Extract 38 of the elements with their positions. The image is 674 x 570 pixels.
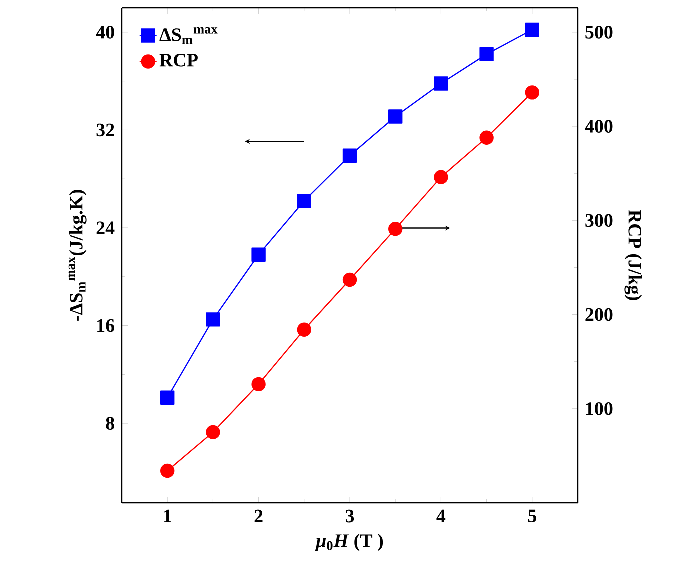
legend-label: RCP [160,54,198,67]
point [525,22,540,38]
y-tick-label: 32 [96,124,114,137]
y-axis-title: -ΔS$_{m}$$^{max}$(J/kg.K) [68,190,87,321]
point [252,248,266,262]
point [297,194,312,208]
y-tick-label: 24 [96,222,115,234]
x-tick-label: 1 [164,510,172,522]
y2-tick-label: 100 [586,402,613,416]
point [206,312,220,327]
y2-tick-label: 400 [585,120,613,133]
point [206,425,220,440]
point [160,464,175,478]
point [342,272,358,288]
point [480,47,494,62]
y2-tick-label: 300 [586,214,613,228]
y-tick-label: 8 [106,417,114,430]
x-axis-title: μ$_{0}$H (T ) [315,534,384,552]
y2-tick-label: 500 [586,26,613,39]
y-tick-label: 40 [96,26,114,39]
point [480,130,494,145]
point [160,390,175,405]
point [434,76,448,91]
y-tick-label: 16 [98,319,115,332]
x-tick-label: 4 [436,510,446,522]
legend-label: ΔS$_{m}$max [160,27,218,44]
point [525,86,540,100]
point [388,222,403,236]
point [342,148,358,163]
x-tick-label: 3 [346,510,354,523]
point [252,377,266,392]
point [297,322,312,337]
x-tick-label: 5 [528,510,536,523]
point [434,170,448,184]
point [388,110,403,124]
y2-axis-title: RCP (J/kg) [624,210,642,300]
x-tick-label: 2 [254,510,263,523]
y2-tick-label: 200 [586,308,613,322]
